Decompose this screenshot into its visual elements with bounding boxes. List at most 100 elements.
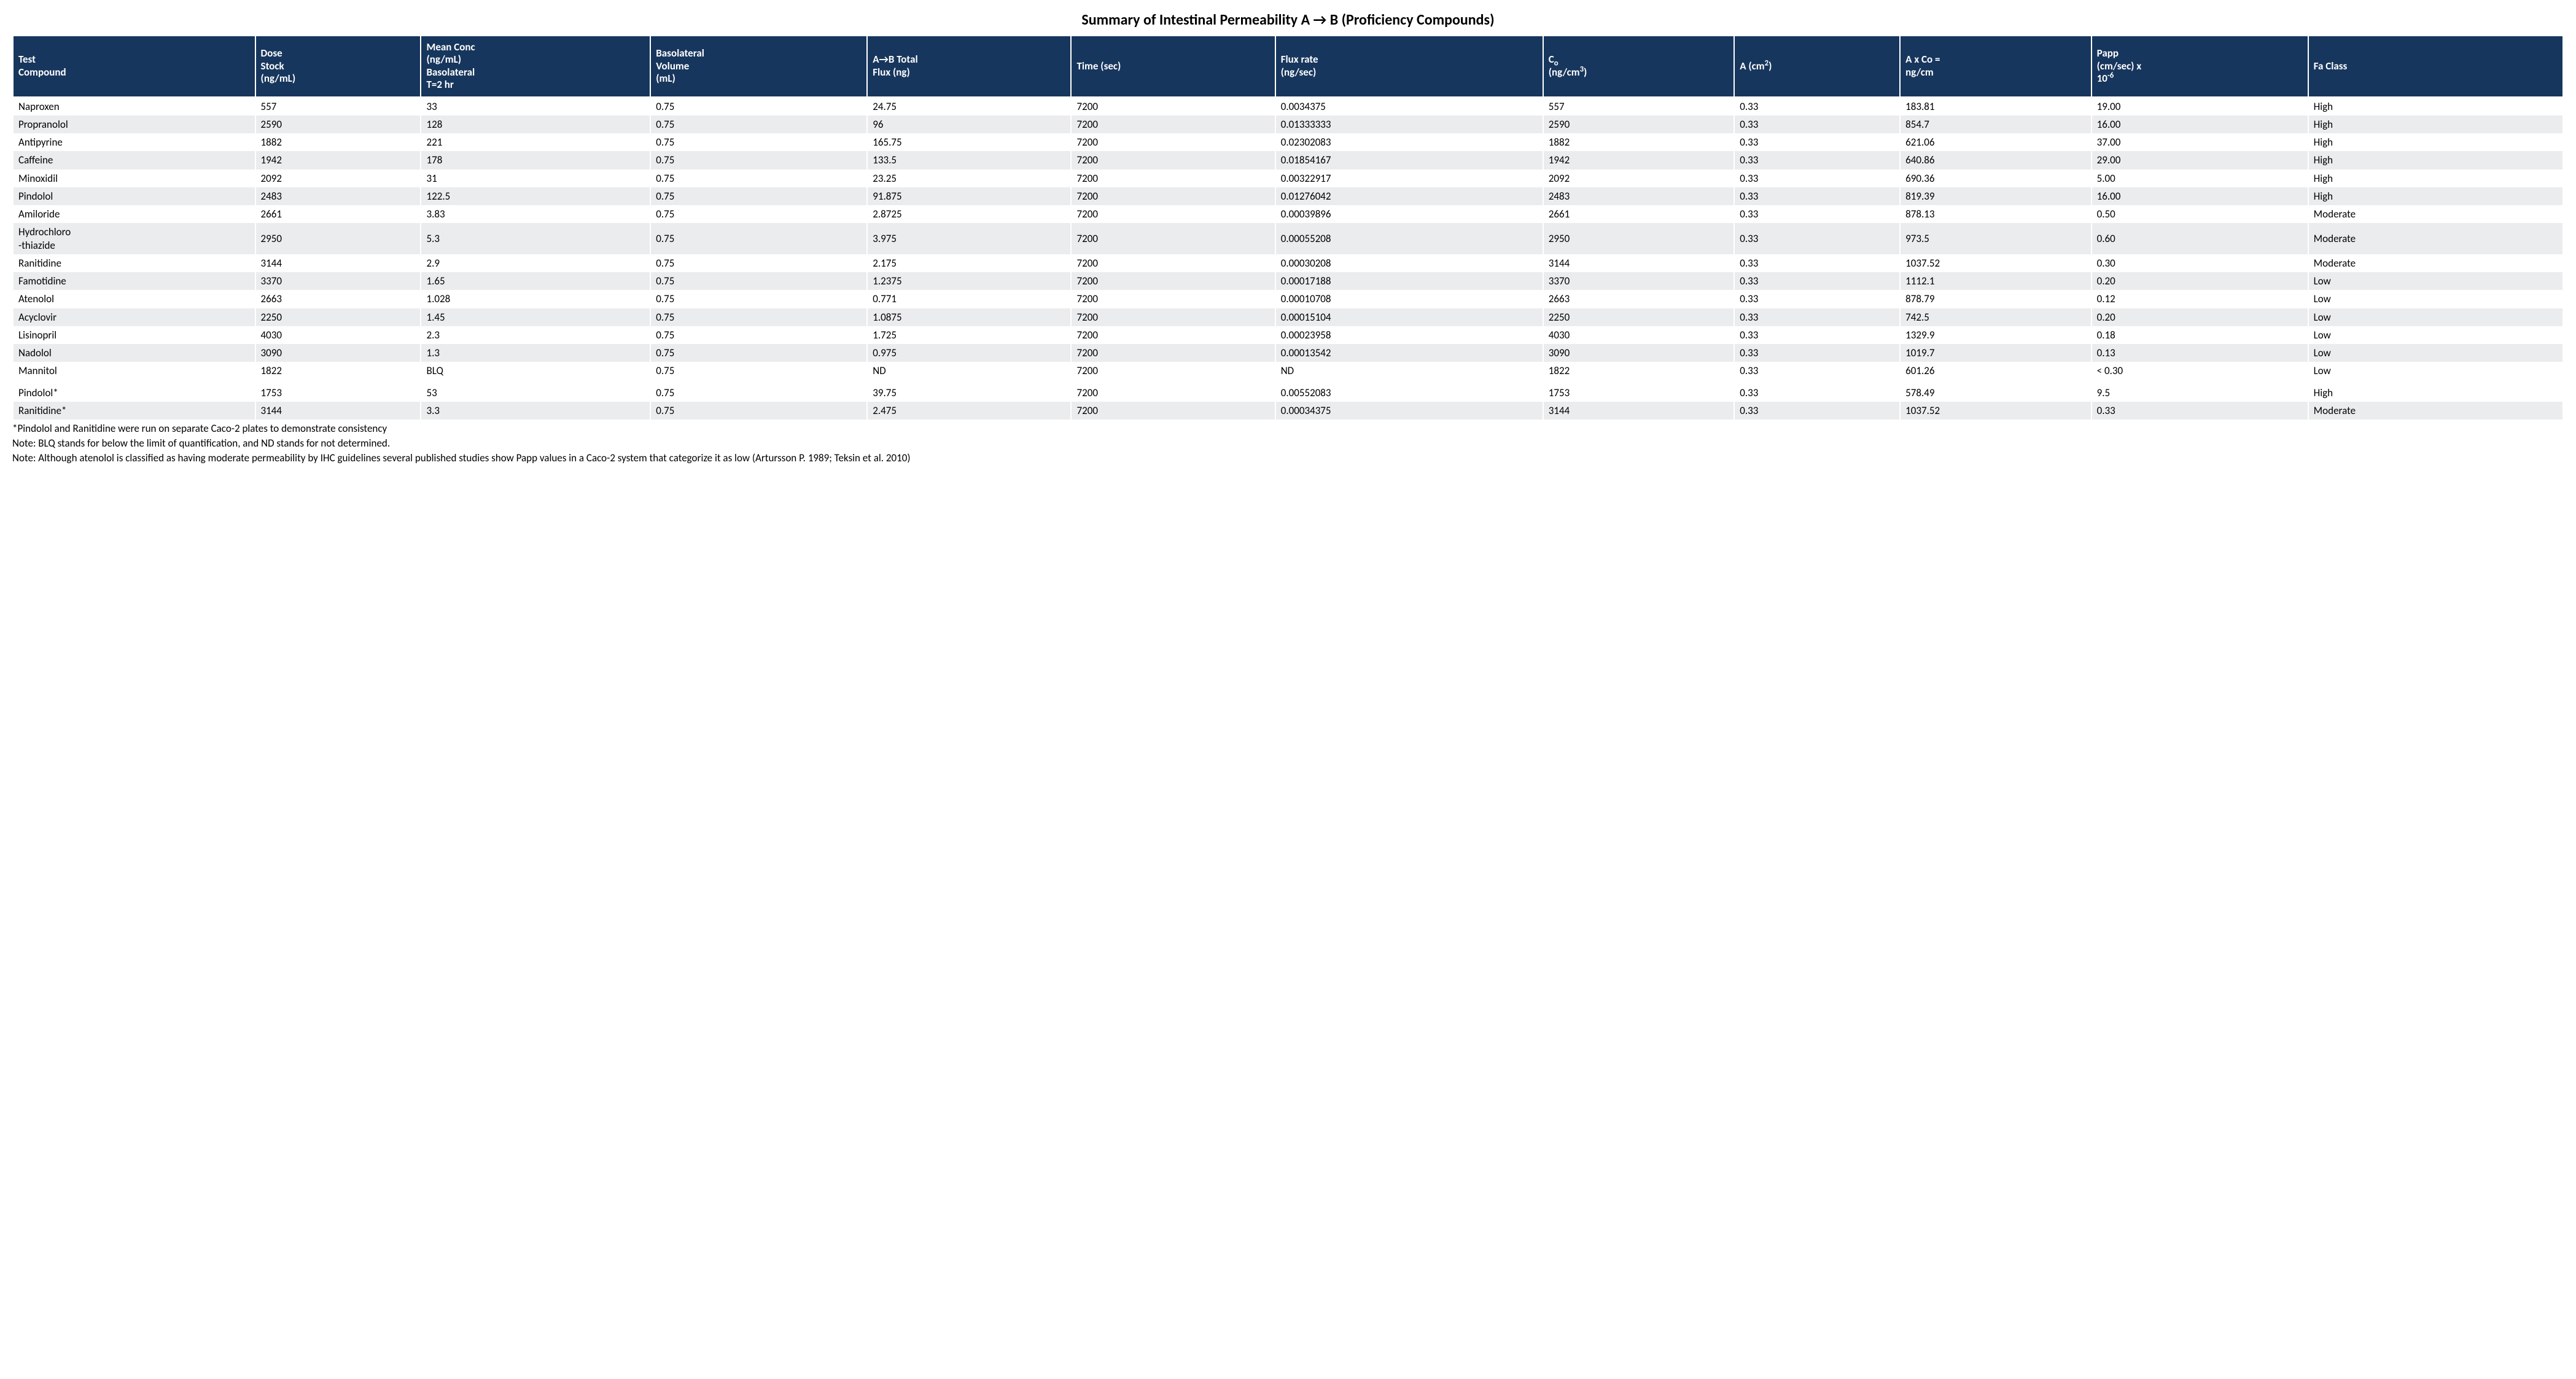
cell-c0: 1753: [1543, 384, 1734, 402]
cell-papp: 0.18: [2092, 326, 2308, 344]
cell-fluxRate: 0.00010708: [1275, 290, 1543, 308]
cell-fa: High: [2308, 170, 2563, 187]
table-row: Caffeine19421780.75133.572000.0185416719…: [13, 151, 2563, 169]
cell-flux: 24.75: [867, 97, 1071, 115]
cell-fluxRate: 0.00013542: [1275, 344, 1543, 362]
cell-area: 0.33: [1734, 97, 1900, 115]
column-header-time: Time (sec): [1071, 36, 1275, 97]
column-header-papp: Papp(cm/sec) x10-6: [2092, 36, 2308, 97]
cell-fluxRate: 0.00039896: [1275, 205, 1543, 223]
cell-meanConc: BLQ: [421, 362, 650, 380]
column-header-c0: Co(ng/cm3): [1543, 36, 1734, 97]
cell-c0: 2950: [1543, 223, 1734, 254]
cell-fluxRate: 0.00015104: [1275, 308, 1543, 326]
cell-area: 0.33: [1734, 170, 1900, 187]
permeability-table: TestCompoundDoseStock(ng/mL)Mean Conc(ng…: [12, 35, 2564, 420]
cell-basoVol: 0.75: [650, 205, 867, 223]
footnote-1: Note: BLQ stands for below the limit of …: [12, 437, 2564, 450]
cell-papp: 19.00: [2092, 97, 2308, 115]
table-body-secondary: Pindolol*1753530.7539.7572000.0055208317…: [13, 384, 2563, 420]
cell-compound: Ranitidine*: [13, 402, 255, 420]
table-row: Famotidine33701.650.751.237572000.000171…: [13, 272, 2563, 290]
cell-basoVol: 0.75: [650, 170, 867, 187]
cell-dose: 557: [255, 97, 421, 115]
cell-meanConc: 33: [421, 97, 650, 115]
cell-dose: 2483: [255, 187, 421, 205]
cell-basoVol: 0.75: [650, 133, 867, 151]
cell-compound: Mannitol: [13, 362, 255, 380]
cell-area: 0.33: [1734, 133, 1900, 151]
cell-meanConc: 2.3: [421, 326, 650, 344]
table-row: Naproxen557330.7524.7572000.00343755570.…: [13, 97, 2563, 115]
cell-time: 7200: [1071, 272, 1275, 290]
column-header-basoVol: BasolateralVolume(mL): [650, 36, 867, 97]
cell-area: 0.33: [1734, 308, 1900, 326]
cell-area: 0.33: [1734, 362, 1900, 380]
cell-basoVol: 0.75: [650, 187, 867, 205]
cell-c0: 2661: [1543, 205, 1734, 223]
cell-papp: 37.00: [2092, 133, 2308, 151]
cell-compound: Caffeine: [13, 151, 255, 169]
cell-papp: 16.00: [2092, 187, 2308, 205]
cell-area: 0.33: [1734, 223, 1900, 254]
table-row: Ranitidine*31443.30.752.47572000.0003437…: [13, 402, 2563, 420]
cell-time: 7200: [1071, 223, 1275, 254]
cell-papp: 0.60: [2092, 223, 2308, 254]
table-row: Pindolol*1753530.7539.7572000.0055208317…: [13, 384, 2563, 402]
cell-dose: 2590: [255, 115, 421, 133]
cell-fluxRate: 0.01854167: [1275, 151, 1543, 169]
cell-c0: 2590: [1543, 115, 1734, 133]
cell-fluxRate: 0.00552083: [1275, 384, 1543, 402]
cell-basoVol: 0.75: [650, 254, 867, 272]
cell-meanConc: 1.3: [421, 344, 650, 362]
cell-compound: Pindolol: [13, 187, 255, 205]
cell-flux: 165.75: [867, 133, 1071, 151]
cell-aco: 640.86: [1900, 151, 2091, 169]
cell-papp: 0.20: [2092, 308, 2308, 326]
footnote-2: Note: Although atenolol is classified as…: [12, 451, 2564, 465]
cell-time: 7200: [1071, 326, 1275, 344]
cell-time: 7200: [1071, 97, 1275, 115]
cell-meanConc: 1.65: [421, 272, 650, 290]
cell-fluxRate: 0.01276042: [1275, 187, 1543, 205]
cell-compound: Acyclovir: [13, 308, 255, 326]
cell-time: 7200: [1071, 133, 1275, 151]
cell-area: 0.33: [1734, 402, 1900, 420]
cell-time: 7200: [1071, 151, 1275, 169]
cell-basoVol: 0.75: [650, 308, 867, 326]
table-row: Nadolol30901.30.750.97572000.00013542309…: [13, 344, 2563, 362]
cell-fa: Low: [2308, 326, 2563, 344]
table-row: Antipyrine18822210.75165.7572000.0230208…: [13, 133, 2563, 151]
cell-flux: 23.25: [867, 170, 1071, 187]
cell-compound: Hydrochloro-thiazide: [13, 223, 255, 254]
cell-basoVol: 0.75: [650, 272, 867, 290]
cell-time: 7200: [1071, 308, 1275, 326]
cell-papp: 0.13: [2092, 344, 2308, 362]
cell-flux: 2.8725: [867, 205, 1071, 223]
cell-dose: 1822: [255, 362, 421, 380]
cell-flux: 133.5: [867, 151, 1071, 169]
cell-flux: 91.875: [867, 187, 1071, 205]
cell-flux: 1.2375: [867, 272, 1071, 290]
cell-meanConc: 53: [421, 384, 650, 402]
cell-basoVol: 0.75: [650, 97, 867, 115]
cell-area: 0.33: [1734, 151, 1900, 169]
footnotes: *Pindolol and Ranitidine were run on sep…: [12, 422, 2564, 465]
cell-papp: < 0.30: [2092, 362, 2308, 380]
cell-fa: Low: [2308, 308, 2563, 326]
cell-compound: Lisinopril: [13, 326, 255, 344]
cell-aco: 878.79: [1900, 290, 2091, 308]
cell-aco: 578.49: [1900, 384, 2091, 402]
cell-basoVol: 0.75: [650, 223, 867, 254]
cell-meanConc: 178: [421, 151, 650, 169]
cell-fa: High: [2308, 97, 2563, 115]
cell-fa: High: [2308, 384, 2563, 402]
cell-meanConc: 31: [421, 170, 650, 187]
cell-meanConc: 3.83: [421, 205, 650, 223]
column-header-compound: TestCompound: [13, 36, 255, 97]
cell-c0: 3370: [1543, 272, 1734, 290]
cell-fa: Low: [2308, 344, 2563, 362]
cell-meanConc: 122.5: [421, 187, 650, 205]
cell-fa: High: [2308, 115, 2563, 133]
cell-fa: Moderate: [2308, 254, 2563, 272]
